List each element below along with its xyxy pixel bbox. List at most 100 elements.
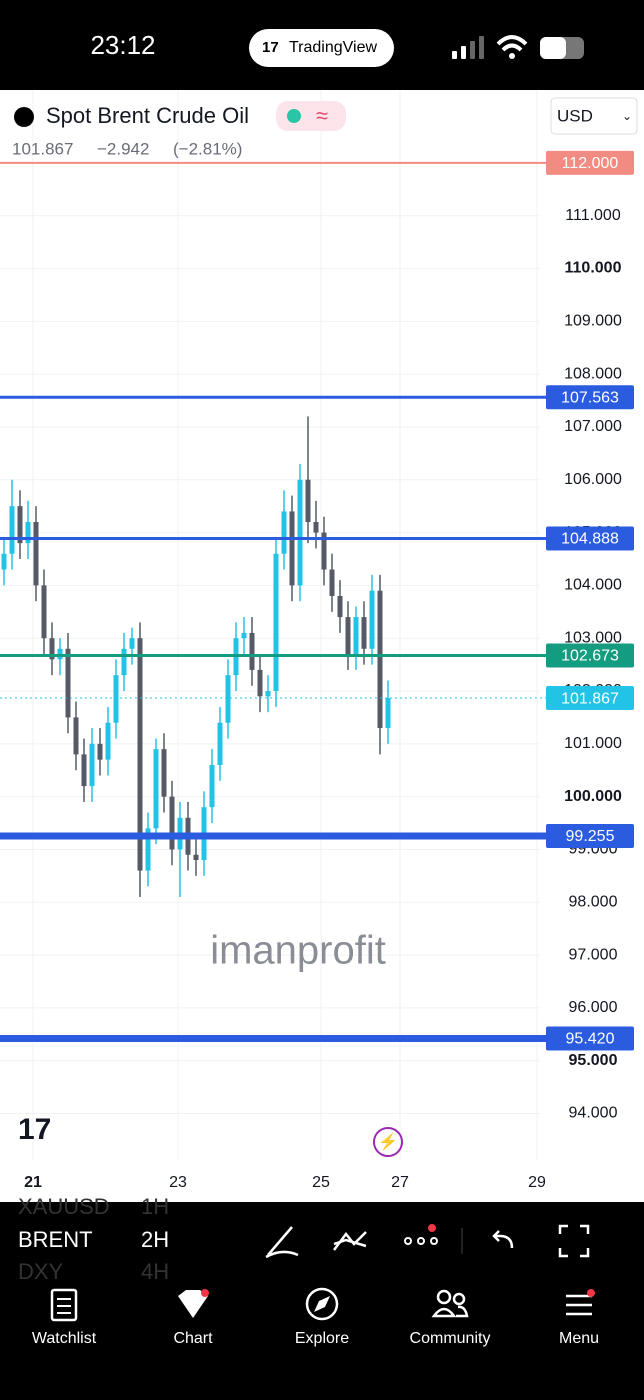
watchlist-lines [57,1298,71,1314]
signal [452,36,484,59]
level-label-bg [546,1026,634,1051]
wifi [496,35,528,52]
nav-item[interactable]: Watchlist [32,1330,97,1347]
x-tick-label: 23 [169,1174,187,1191]
community-icon [431,1289,469,1318]
candle-body [105,722,111,760]
candle-body [193,854,199,861]
symbol-option[interactable]: XAUUSD [18,1194,110,1219]
candle-body [305,479,311,523]
level-label: 95.420 [566,1031,615,1048]
x-tick-label: 25 [312,1174,330,1191]
candle-body [297,479,303,586]
candle-body [17,506,23,544]
y-tick-label: 108.000 [564,365,622,382]
candle-body [161,749,167,797]
flash-button[interactable] [373,1127,403,1157]
nav-item[interactable]: Explore [295,1330,349,1347]
candle-body [385,698,391,728]
symbol-icon [14,107,34,127]
chart-icon [178,1290,208,1318]
candle-body [137,638,143,871]
watermark: imanprofit [210,929,386,973]
draw-tool[interactable] [265,1226,299,1259]
menu-badge [587,1289,595,1297]
nav-items: Watchlist Chart Explore Community Menu [32,1330,599,1347]
candle-body [153,749,159,829]
currency-select[interactable] [550,97,638,135]
candle-body [321,532,327,570]
interval-option[interactable]: 4H [141,1259,169,1284]
y-tick-label: 96.000 [569,999,618,1016]
candle-body [81,754,87,787]
market-dot [287,109,301,123]
level-label: 112.000 [562,155,619,172]
currency[interactable]: USD [557,106,593,125]
candle-body [225,675,231,723]
delay-icon: ≈ [316,103,328,128]
status-pill [276,101,346,131]
candle-body [377,590,383,728]
candle-body [49,638,55,660]
app-logo: 17 [262,39,279,56]
battery-level [540,37,566,59]
wifi-dot [509,53,515,59]
symbol-option[interactable]: DXY [18,1259,64,1284]
nav-item[interactable]: Community [410,1330,491,1347]
candle-body [145,828,151,871]
candle-body [209,764,215,808]
toolbar-items: XAUUSD BRENT DXY 1H 2H 4H [18,1194,169,1284]
flash-icon: ⚡ [378,1132,398,1151]
level-label-bg [546,150,634,175]
level-label-bg [546,686,634,711]
candle-body [329,569,335,596]
candle-body [41,585,47,639]
interval-option[interactable]: 1H [141,1194,169,1219]
candle-body [345,617,351,655]
nav-item[interactable]: Chart [173,1330,213,1347]
candle-body [249,632,255,670]
app-name: TradingView [289,39,377,56]
candle-body [289,511,295,586]
candle-body [313,522,319,533]
candle-body [73,717,79,755]
level-label-bg [546,385,634,410]
level-label: 107.563 [561,389,619,406]
candle-body [113,675,119,723]
menu-icon [566,1294,592,1316]
y-tick-label: 104.000 [564,577,622,594]
chart-badge [201,1289,209,1297]
y-tick-label: 95.000 [569,1052,618,1069]
candle-body [273,553,279,692]
symbol-option[interactable]: BRENT [18,1227,93,1252]
candle-body [33,522,39,586]
undo[interactable] [492,1230,514,1249]
indicators[interactable] [333,1231,367,1251]
candle-body [9,506,15,554]
y-tick-label: 106.000 [564,471,622,488]
toolbar [0,1202,644,1280]
level-label: 101.867 [561,690,619,707]
change: −2.942 [97,139,149,158]
candle-body [129,638,135,649]
y-tick-label: 100.000 [564,788,622,805]
candle-body [257,669,263,697]
x-tick-label: 29 [528,1174,546,1191]
candle-body [97,743,103,760]
price: 101.867 [12,139,73,158]
fullscreen[interactable] [558,1224,590,1258]
more[interactable] [404,1237,438,1245]
interval-option[interactable]: 2H [141,1227,169,1252]
level-label: 104.888 [561,531,619,548]
dropdown-arrow: ⌄ [622,109,632,123]
y-tick-label: 110.000 [565,260,622,277]
nav-item[interactable]: Menu [559,1330,599,1347]
level-label: 99.255 [566,828,615,845]
candle-body [353,617,359,655]
candle-body [241,632,247,639]
clock: 23:12 [90,30,155,60]
y-tick-label: 94.000 [569,1105,618,1122]
explore-icon [305,1287,339,1321]
